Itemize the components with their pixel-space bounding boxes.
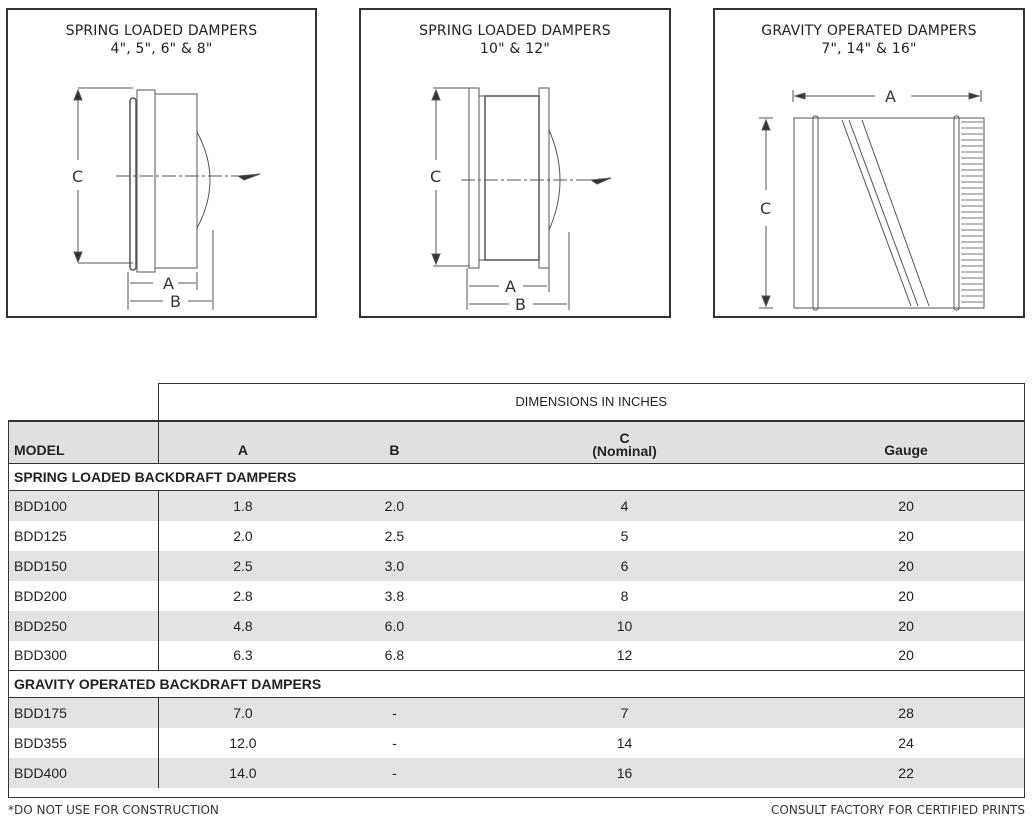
label-a: A [505, 277, 516, 296]
cell-gauge: 24 [898, 734, 914, 751]
cell-model: BDD200 [8, 580, 159, 611]
diagram-title: SPRING LOADED DAMPERS [419, 23, 611, 39]
cell-a: 2.0 [233, 527, 253, 544]
cell-a: 7.0 [158, 697, 328, 728]
col-a: A [158, 419, 328, 464]
cell-a: 12.0 [229, 734, 257, 751]
cell-c: 4 [461, 490, 788, 521]
cell-model: BDD150 [8, 550, 159, 581]
diagram-title: SPRING LOADED DAMPERS [65, 23, 258, 39]
cell-gauge: 20 [787, 610, 1025, 641]
cell-c: 10 [461, 610, 788, 641]
table-row: BDD175 7.0-7 28 [8, 697, 1025, 728]
cell-gauge: 22 [787, 757, 1025, 788]
label-a: A [163, 274, 174, 293]
diagram-title: GRAVITY OPERATED DAMPERS [761, 23, 977, 39]
cell-model: BDD300 [8, 640, 159, 671]
table-row: BDD150 2.5 3.0 6 20 [8, 550, 1025, 581]
cell-b: 6.0 [327, 610, 462, 641]
cell-model: BDD125 [8, 520, 159, 551]
label-a: A [885, 87, 896, 106]
spring-damper-drawing: C A B [72, 87, 261, 311]
col-model: MODEL [8, 419, 159, 464]
cell-model: BDD250 [8, 610, 159, 641]
section-title: SPRING LOADED BACKDRAFT DAMPERS [8, 463, 1025, 491]
table-row: BDD355 12.0 - 14 24 [8, 727, 1025, 758]
cell-b: 3.0 [327, 550, 462, 581]
cell-a: 14.0 [158, 757, 328, 788]
diagram-gravity: GRAVITY OPERATED DAMPERS 7", 14" & 16" A… [713, 8, 1025, 318]
cell-b: - [392, 734, 397, 751]
cell-b: - [327, 697, 462, 728]
cell-model: BDD100 [8, 490, 159, 521]
label-c: C [430, 167, 441, 186]
cell-c: 16 [461, 757, 788, 788]
cell-b: - [327, 757, 462, 788]
cell-gauge: 28 [787, 697, 1025, 728]
diagram-spring-large: SPRING LOADED DAMPERS 10" & 12" C A B [359, 8, 671, 318]
cell-gauge: 20 [898, 527, 914, 544]
cell-b: 2.0 [327, 490, 462, 521]
cell-model: BDD175 [8, 697, 159, 728]
table-row: BDD400 14.0-16 22 [8, 757, 1025, 788]
table-row: BDD250 4.8 6.0 10 20 [8, 610, 1025, 641]
diagram-sizes: 10" & 12" [479, 41, 551, 57]
section-row: SPRING LOADED BACKDRAFT DAMPERS [8, 463, 1025, 491]
ribbed-end [961, 121, 983, 303]
cell-a: 4.8 [158, 610, 328, 641]
col-c: C (Nominal) [461, 419, 788, 464]
cell-gauge: 20 [898, 587, 914, 604]
footer-disclaimer: *DO NOT USE FOR CONSTRUCTION [8, 803, 219, 817]
cell-b: 3.8 [384, 587, 405, 604]
cell-c: 6 [461, 550, 788, 581]
diagram-spring-small: SPRING LOADED DAMPERS 4", 5", 6" & 8" C … [6, 8, 317, 318]
diagram-sizes: 7", 14" & 16" [821, 41, 917, 57]
spring-damper-drawing: C A B [430, 87, 612, 314]
cell-a: 1.8 [158, 490, 328, 521]
gravity-damper-drawing: A C [759, 87, 985, 311]
diagram-sizes: 4", 5", 6" & 8" [110, 41, 213, 57]
cell-c: 5 [620, 527, 629, 544]
table-row: BDD200 2.8 3.8 8 20 [8, 580, 1025, 611]
column-header-row: MODEL A B C (Nominal) Gauge [8, 419, 1025, 464]
cell-gauge: 20 [787, 490, 1025, 521]
table-row: BDD100 1.8 2.0 4 20 [8, 490, 1025, 521]
cell-model: BDD400 [8, 757, 159, 788]
cell-c: 14 [616, 734, 633, 751]
label-c: C [760, 199, 771, 218]
table-row: BDD300 6.3 6.8 12 20 [8, 640, 1025, 671]
cell-b: 6.8 [384, 647, 405, 664]
cell-c: 12 [616, 647, 633, 664]
group-header: DIMENSIONS IN INCHES [157, 383, 1025, 421]
cell-c: 8 [620, 587, 629, 604]
col-b: B [327, 419, 462, 464]
section-row: GRAVITY OPERATED BACKDRAFT DAMPERS [8, 670, 1025, 698]
dimensions-table: DIMENSIONS IN INCHES MODEL A B C (Nominal… [8, 383, 1025, 788]
col-gauge: Gauge [787, 419, 1025, 464]
cell-a: 6.3 [233, 647, 253, 664]
cell-b: 2.5 [384, 527, 405, 544]
section-title: GRAVITY OPERATED BACKDRAFT DAMPERS [8, 670, 1025, 698]
label-b: B [515, 295, 526, 314]
table-row: BDD125 2.0 2.5 5 20 [8, 520, 1025, 551]
cell-a: 2.8 [233, 587, 253, 604]
cell-model: BDD355 [8, 727, 159, 758]
footer-certified-prints: CONSULT FACTORY FOR CERTIFIED PRINTS [771, 803, 1025, 817]
cell-gauge: 20 [787, 550, 1025, 581]
cell-a: 2.5 [158, 550, 328, 581]
label-b: B [170, 292, 181, 311]
cell-c: 7 [461, 697, 788, 728]
label-c: C [72, 167, 83, 186]
cell-gauge: 20 [898, 647, 914, 664]
